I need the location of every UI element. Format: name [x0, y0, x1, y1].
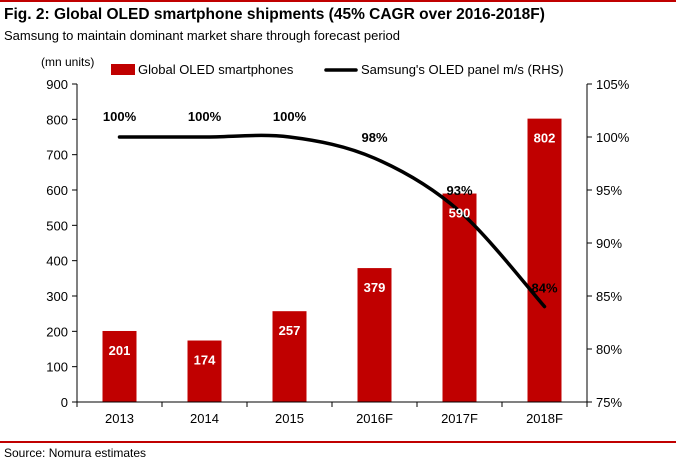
x-tick-label: 2013	[105, 411, 134, 426]
bar-2017F	[442, 193, 477, 402]
source-note: Source: Nomura estimates	[4, 446, 147, 460]
line-data-label: 98%	[361, 130, 387, 145]
y-left-tick-label: 100	[46, 360, 68, 375]
line-data-label: 100%	[273, 109, 307, 124]
bar-data-label: 590	[449, 206, 471, 221]
chart-title: Fig. 2: Global OLED smartphone shipments…	[4, 6, 545, 23]
y-right-tick-label: 100%	[596, 130, 630, 145]
y-right-tick-label: 95%	[596, 183, 622, 198]
y-right-tick-label: 85%	[596, 289, 622, 304]
bar-data-label: 201	[109, 343, 131, 358]
x-tick-label: 2014	[190, 411, 219, 426]
y-left-unit-label: (mn units)	[41, 55, 94, 69]
y-right-tick-label: 105%	[596, 77, 630, 92]
y-right-tick-label: 75%	[596, 395, 622, 410]
line-data-label: 93%	[446, 183, 472, 198]
legend-swatch-bars	[111, 64, 135, 75]
y-left-tick-label: 200	[46, 324, 68, 339]
bar-data-label: 802	[534, 131, 556, 146]
y-left-tick-label: 300	[46, 289, 68, 304]
legend-label-line: Samsung's OLED panel m/s (RHS)	[361, 62, 564, 77]
bar-2018F	[527, 118, 562, 403]
bar-data-label: 257	[279, 323, 301, 338]
x-tick-label: 2018F	[526, 411, 563, 426]
line-data-label: 100%	[188, 109, 222, 124]
bar-2014	[187, 340, 222, 402]
y-left-tick-label: 500	[46, 218, 68, 233]
top-rule	[0, 0, 676, 2]
line-samsung-share	[117, 133, 547, 309]
y-right-tick-label: 90%	[596, 236, 622, 251]
bar-data-label: 174	[194, 353, 216, 368]
y-left-tick-label: 600	[46, 183, 68, 198]
x-tick-label: 2015	[275, 411, 304, 426]
bar-2016F	[357, 268, 392, 402]
y-left-tick-label: 400	[46, 254, 68, 269]
bar-2015	[272, 311, 307, 402]
legend-label-bars: Global OLED smartphones	[138, 62, 294, 77]
x-tick-label: 2017F	[441, 411, 478, 426]
y-left-tick-label: 0	[61, 395, 68, 410]
bottom-rule	[0, 441, 676, 443]
y-left-tick-label: 700	[46, 148, 68, 163]
line-data-label: 84%	[531, 281, 557, 296]
chart-subtitle: Samsung to maintain dominant market shar…	[4, 28, 400, 43]
y-right-tick-label: 80%	[596, 342, 622, 357]
y-left-tick-label: 900	[46, 77, 68, 92]
bar-data-label: 379	[364, 280, 386, 295]
x-tick-label: 2016F	[356, 411, 393, 426]
line-data-label: 100%	[103, 109, 137, 124]
bar-2013	[102, 330, 137, 402]
y-left-tick-label: 800	[46, 112, 68, 127]
